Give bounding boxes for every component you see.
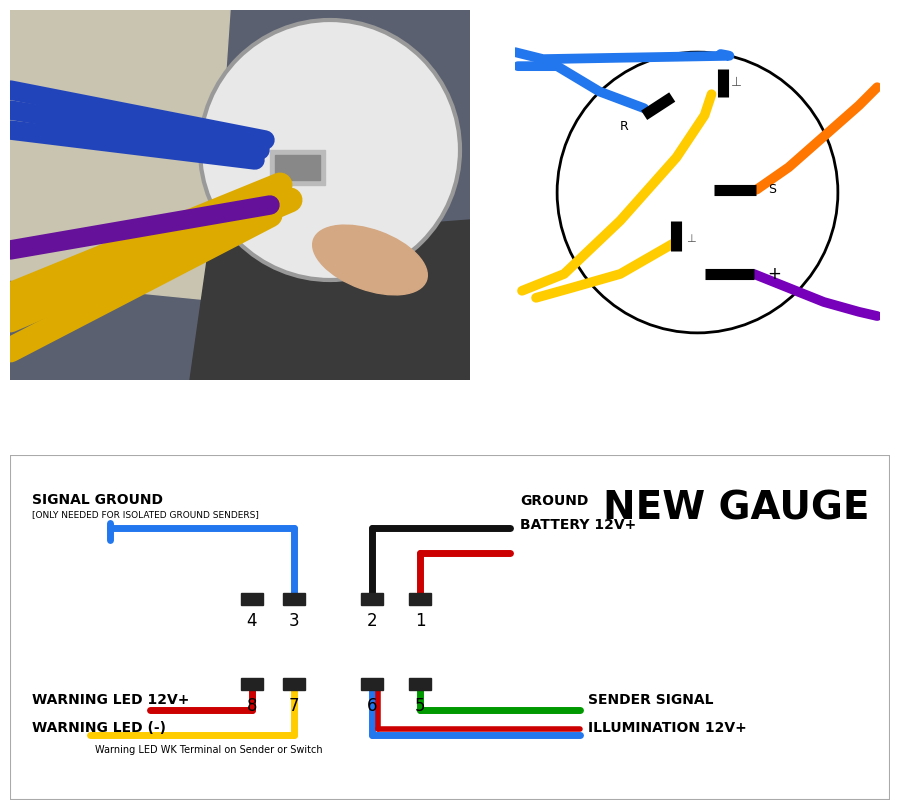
- Text: 2: 2: [366, 612, 377, 630]
- Text: SENDER SIGNAL: SENDER SIGNAL: [588, 693, 714, 707]
- Text: GROUND: GROUND: [520, 494, 589, 508]
- Bar: [270, 150, 325, 185]
- Text: 6: 6: [366, 697, 377, 715]
- Text: BATTERY 12V+: BATTERY 12V+: [520, 518, 636, 532]
- Polygon shape: [10, 10, 230, 300]
- Text: +: +: [768, 265, 781, 283]
- Text: WARNING LED 12V+: WARNING LED 12V+: [32, 693, 189, 707]
- Text: ⊥: ⊥: [732, 76, 742, 89]
- Bar: [409, 593, 431, 605]
- Text: Warning LED WK Terminal on Sender or Switch: Warning LED WK Terminal on Sender or Swi…: [95, 745, 322, 755]
- Ellipse shape: [312, 225, 427, 295]
- Bar: [361, 678, 383, 690]
- Text: WARNING LED (-): WARNING LED (-): [32, 721, 166, 735]
- Bar: [361, 593, 383, 605]
- Text: SIGNAL GROUND: SIGNAL GROUND: [32, 493, 163, 507]
- Text: ILLUMINATION 12V+: ILLUMINATION 12V+: [588, 721, 747, 735]
- Bar: [409, 678, 431, 690]
- Text: 7: 7: [289, 697, 299, 715]
- Text: R: R: [620, 120, 629, 133]
- Text: [ONLY NEEDED FOR ISOLATED GROUND SENDERS]: [ONLY NEEDED FOR ISOLATED GROUND SENDERS…: [32, 510, 259, 519]
- Text: S: S: [768, 184, 776, 196]
- Bar: [241, 593, 263, 605]
- Text: 3: 3: [289, 612, 300, 630]
- Text: 5: 5: [415, 697, 425, 715]
- Circle shape: [200, 20, 460, 280]
- Text: NEW GAUGE: NEW GAUGE: [604, 490, 870, 528]
- Bar: [275, 155, 320, 180]
- Text: 4: 4: [247, 612, 257, 630]
- Text: ⊥: ⊥: [686, 233, 696, 244]
- Text: 8: 8: [247, 697, 257, 715]
- Bar: [283, 593, 305, 605]
- Bar: [283, 678, 305, 690]
- Text: 1: 1: [415, 612, 426, 630]
- Bar: [241, 678, 263, 690]
- Polygon shape: [190, 220, 470, 380]
